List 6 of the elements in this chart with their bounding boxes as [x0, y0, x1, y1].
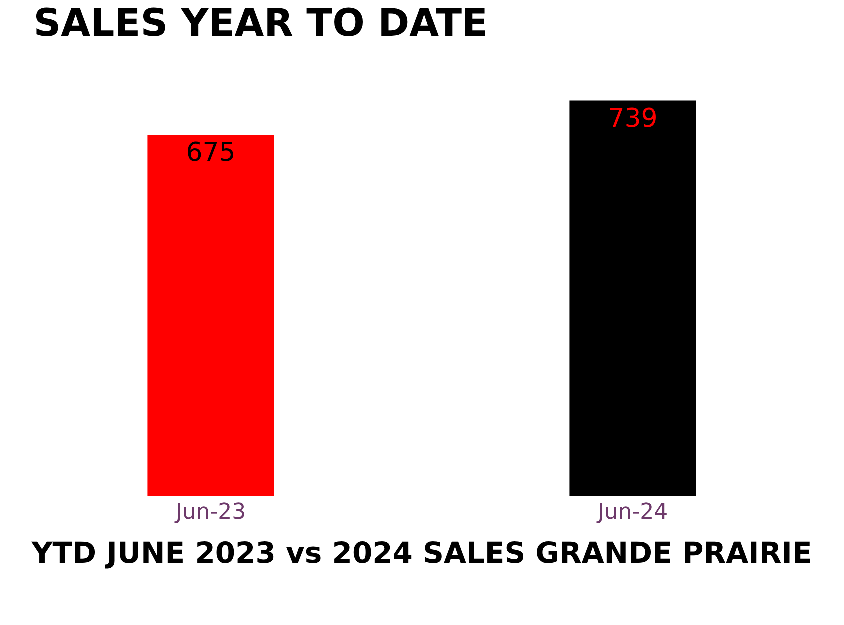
- data-label: 739: [608, 104, 658, 134]
- x-axis-title: YTD JUNE 2023 vs 2024 SALES GRANDE PRAIRIE: [30, 536, 812, 570]
- x-tick-label: Jun-24: [596, 500, 668, 525]
- data-label: 675: [186, 138, 236, 168]
- x-tick-label: Jun-23: [174, 500, 246, 525]
- chart-title: SALES YEAR TO DATE: [34, 0, 488, 45]
